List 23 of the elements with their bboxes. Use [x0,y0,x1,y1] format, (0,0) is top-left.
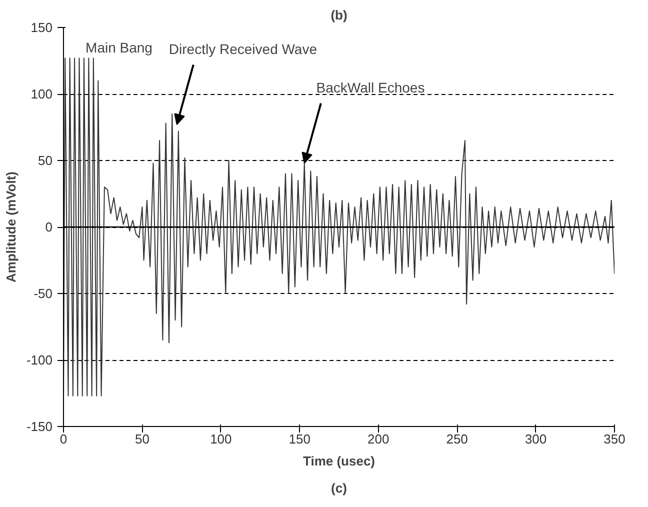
y-tick-label: 0 [45,220,53,234]
y-tick-label: -50 [34,286,53,301]
x-axis-title: Time (usec) [302,454,376,468]
y-tick-label: 50 [38,153,53,168]
y-tick-label: 150 [30,20,53,35]
text: (c) [331,480,347,496]
x-tick-label: 0 [60,432,68,446]
y-tick-label: -150 [26,419,53,434]
x-tick-label: 150 [288,432,310,446]
x-tick-label: 100 [210,432,232,446]
y-tick-label: -100 [26,352,53,368]
annotation: BackWall Echoes [316,79,425,96]
y-axis-title: Amplitude (mVolt) [3,172,18,282]
text: (b) [330,8,348,22]
line-series [64,58,614,396]
x-tick-label: 350 [604,432,626,446]
annotation: Main Bang [86,39,152,56]
y-tick-label: 100 [30,86,53,102]
x-tick-label: 250 [446,432,468,446]
x-tick-label: 50 [134,432,150,446]
x-tick-label: 200 [368,432,390,446]
x-tick-label: 300 [524,432,547,446]
annotation: Directly Received Wave [168,40,318,57]
